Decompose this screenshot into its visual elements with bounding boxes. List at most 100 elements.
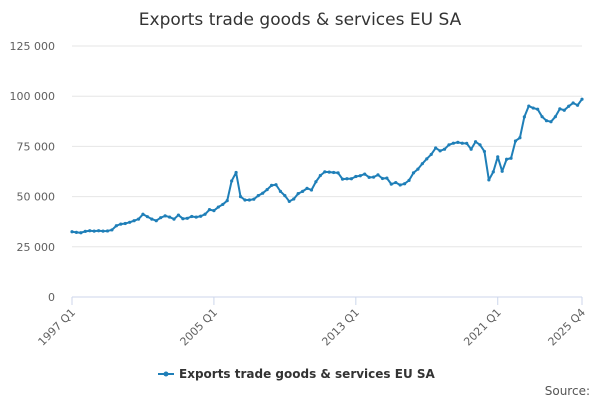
data-point[interactable] (398, 183, 402, 187)
data-point[interactable] (429, 152, 433, 157)
data-point[interactable] (567, 104, 571, 108)
data-point[interactable] (225, 199, 229, 203)
data-point[interactable] (136, 217, 141, 221)
data-point[interactable] (243, 198, 247, 202)
data-point[interactable] (212, 209, 216, 213)
data-point[interactable] (580, 97, 584, 101)
data-point[interactable] (216, 205, 220, 209)
data-point[interactable] (145, 215, 149, 219)
data-point[interactable] (544, 119, 549, 123)
data-point[interactable] (128, 220, 132, 224)
data-point[interactable] (190, 214, 194, 219)
data-point[interactable] (79, 231, 83, 235)
data-point[interactable] (132, 219, 136, 223)
data-point[interactable] (425, 157, 429, 161)
data-point[interactable] (389, 182, 393, 186)
data-point[interactable] (403, 182, 407, 186)
data-point[interactable] (123, 221, 127, 226)
data-point[interactable] (74, 230, 79, 234)
data-point[interactable] (296, 191, 300, 196)
data-point[interactable] (238, 195, 243, 199)
data-point[interactable] (500, 169, 504, 173)
data-point[interactable] (318, 173, 322, 178)
data-point[interactable] (221, 202, 225, 207)
data-point[interactable] (159, 216, 163, 220)
data-point[interactable] (114, 224, 118, 228)
data-point[interactable] (438, 149, 442, 153)
data-point[interactable] (536, 107, 540, 111)
data-point[interactable] (327, 170, 331, 174)
data-point[interactable] (172, 217, 176, 221)
data-point[interactable] (336, 171, 340, 175)
data-point[interactable] (354, 174, 358, 179)
data-point[interactable] (101, 229, 105, 233)
data-point[interactable] (269, 183, 274, 187)
data-point[interactable] (469, 147, 473, 151)
data-point[interactable] (575, 103, 580, 107)
data-point[interactable] (380, 176, 385, 181)
data-point[interactable] (558, 107, 562, 111)
data-point[interactable] (274, 183, 278, 187)
data-point[interactable] (185, 216, 189, 220)
data-point[interactable] (407, 178, 411, 182)
data-point[interactable] (487, 178, 491, 182)
data-point[interactable] (367, 175, 371, 179)
data-point[interactable] (305, 186, 309, 190)
data-point[interactable] (571, 101, 575, 105)
data-point[interactable] (83, 229, 87, 233)
data-point[interactable] (167, 215, 172, 219)
data-point[interactable] (358, 174, 362, 178)
data-point[interactable] (314, 180, 318, 184)
data-point[interactable] (163, 214, 167, 218)
data-point[interactable] (292, 197, 296, 201)
data-point[interactable] (416, 167, 420, 171)
data-point[interactable] (70, 230, 74, 234)
data-point[interactable] (150, 217, 154, 221)
data-point[interactable] (230, 179, 234, 183)
data-point[interactable] (176, 213, 181, 217)
data-point[interactable] (234, 170, 238, 175)
data-point[interactable] (283, 194, 287, 198)
data-point[interactable] (265, 187, 269, 192)
data-point[interactable] (105, 229, 110, 233)
data-point[interactable] (332, 170, 336, 175)
data-point[interactable] (207, 208, 212, 212)
data-point[interactable] (473, 140, 478, 144)
data-point[interactable] (203, 212, 207, 216)
data-point[interactable] (434, 146, 438, 150)
data-point[interactable] (261, 191, 265, 195)
data-point[interactable] (420, 162, 424, 166)
data-point[interactable] (119, 222, 123, 226)
data-point[interactable] (340, 177, 345, 181)
data-point[interactable] (442, 147, 447, 151)
data-point[interactable] (252, 197, 256, 201)
data-point[interactable] (256, 194, 260, 198)
data-point[interactable] (465, 141, 469, 145)
data-point[interactable] (323, 170, 327, 174)
chart-credit[interactable]: Source: (545, 384, 590, 398)
data-point[interactable] (349, 177, 353, 181)
data-point[interactable] (411, 171, 416, 175)
data-point[interactable] (509, 156, 513, 160)
data-point[interactable] (247, 198, 251, 202)
data-point[interactable] (371, 175, 376, 179)
data-point[interactable] (491, 170, 495, 174)
data-point[interactable] (287, 199, 291, 204)
data-point[interactable] (92, 229, 96, 233)
data-point[interactable] (522, 115, 526, 119)
data-point[interactable] (447, 143, 451, 147)
data-point[interactable] (513, 139, 518, 143)
data-point[interactable] (194, 215, 198, 219)
data-point[interactable] (478, 143, 482, 147)
data-point[interactable] (363, 172, 367, 176)
data-point[interactable] (141, 212, 145, 216)
data-point[interactable] (553, 115, 557, 119)
data-point[interactable] (540, 115, 544, 119)
data-point[interactable] (199, 214, 203, 218)
data-point[interactable] (154, 219, 158, 223)
data-point[interactable] (460, 141, 464, 145)
data-point[interactable] (110, 228, 114, 232)
data-point[interactable] (181, 217, 185, 221)
data-point[interactable] (376, 173, 380, 177)
data-point[interactable] (549, 120, 553, 124)
